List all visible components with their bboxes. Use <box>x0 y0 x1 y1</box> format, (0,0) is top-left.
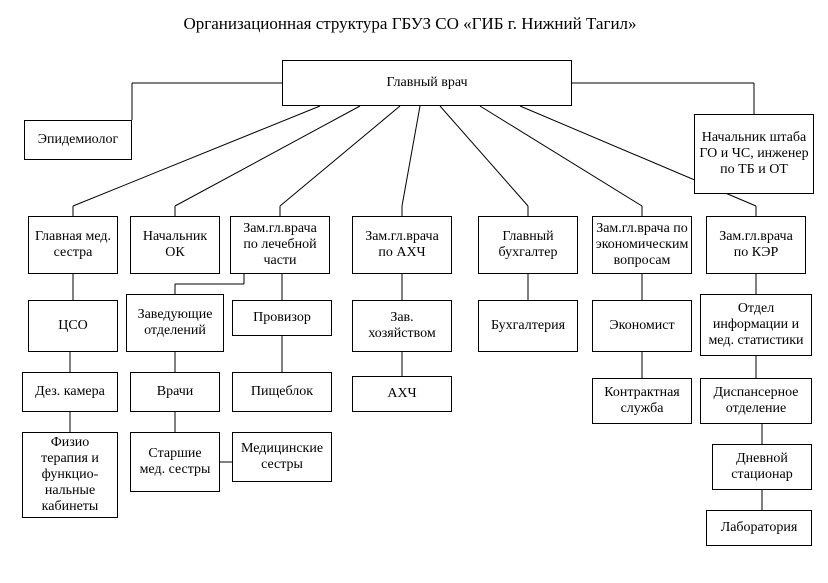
chart-title: Организационная структура ГБУЗ СО «ГИБ г… <box>130 14 690 36</box>
org-node-buh: Бухгалтерия <box>478 300 578 352</box>
org-node-lab: Лаборатория <box>706 510 812 546</box>
org-node-chief: Главный врач <box>282 60 572 106</box>
org-node-goChs: Начальник штаба ГО и ЧС, инженер по ТБ и… <box>694 114 814 194</box>
org-node-depAhch: Зам.гл.врача по АХЧ <box>352 216 452 274</box>
org-chart-canvas: Организационная структура ГБУЗ СО «ГИБ г… <box>0 0 828 583</box>
org-node-chiefAcct: Главный бухгалтер <box>478 216 578 274</box>
org-node-headNurse: Главная мед. сестра <box>28 216 118 274</box>
org-node-cso: ЦСО <box>28 300 118 352</box>
org-node-dezKamera: Дез. камера <box>22 372 118 412</box>
org-node-infoStat: Отдел информации и мед. статистики <box>700 294 812 356</box>
org-node-zavHoz: Зав. хозяйством <box>352 300 452 352</box>
org-node-depEcon: Зам.гл.врача по экономическим вопросам <box>592 216 692 274</box>
org-node-contract: Контрактная служба <box>592 378 692 424</box>
org-node-physio: Физио терапия и функцио-нальные кабинеты <box>22 432 118 518</box>
org-node-ahch: АХЧ <box>352 376 452 412</box>
org-node-pisheblok: Пищеблок <box>232 372 332 412</box>
org-node-doctors: Врачи <box>130 372 220 412</box>
org-node-economist: Экономист <box>592 300 692 352</box>
org-node-dispans: Диспансерное отделение <box>700 378 812 424</box>
org-node-provizor: Провизор <box>232 300 332 336</box>
org-node-depKer: Зам.гл.врача по КЭР <box>706 216 806 274</box>
org-node-okHead: Начальник ОК <box>130 216 220 274</box>
org-node-dayHosp: Дневной стационар <box>712 444 812 490</box>
org-node-medNurses: Медицинские сестры <box>232 432 332 482</box>
org-node-deptHeads: Заведующие отделений <box>126 294 224 352</box>
org-node-depMed: Зам.гл.врача по лечебной части <box>230 216 330 274</box>
org-node-epidem: Эпидемиолог <box>24 120 132 160</box>
org-node-seniorNurse: Старшие мед. сестры <box>130 432 220 492</box>
